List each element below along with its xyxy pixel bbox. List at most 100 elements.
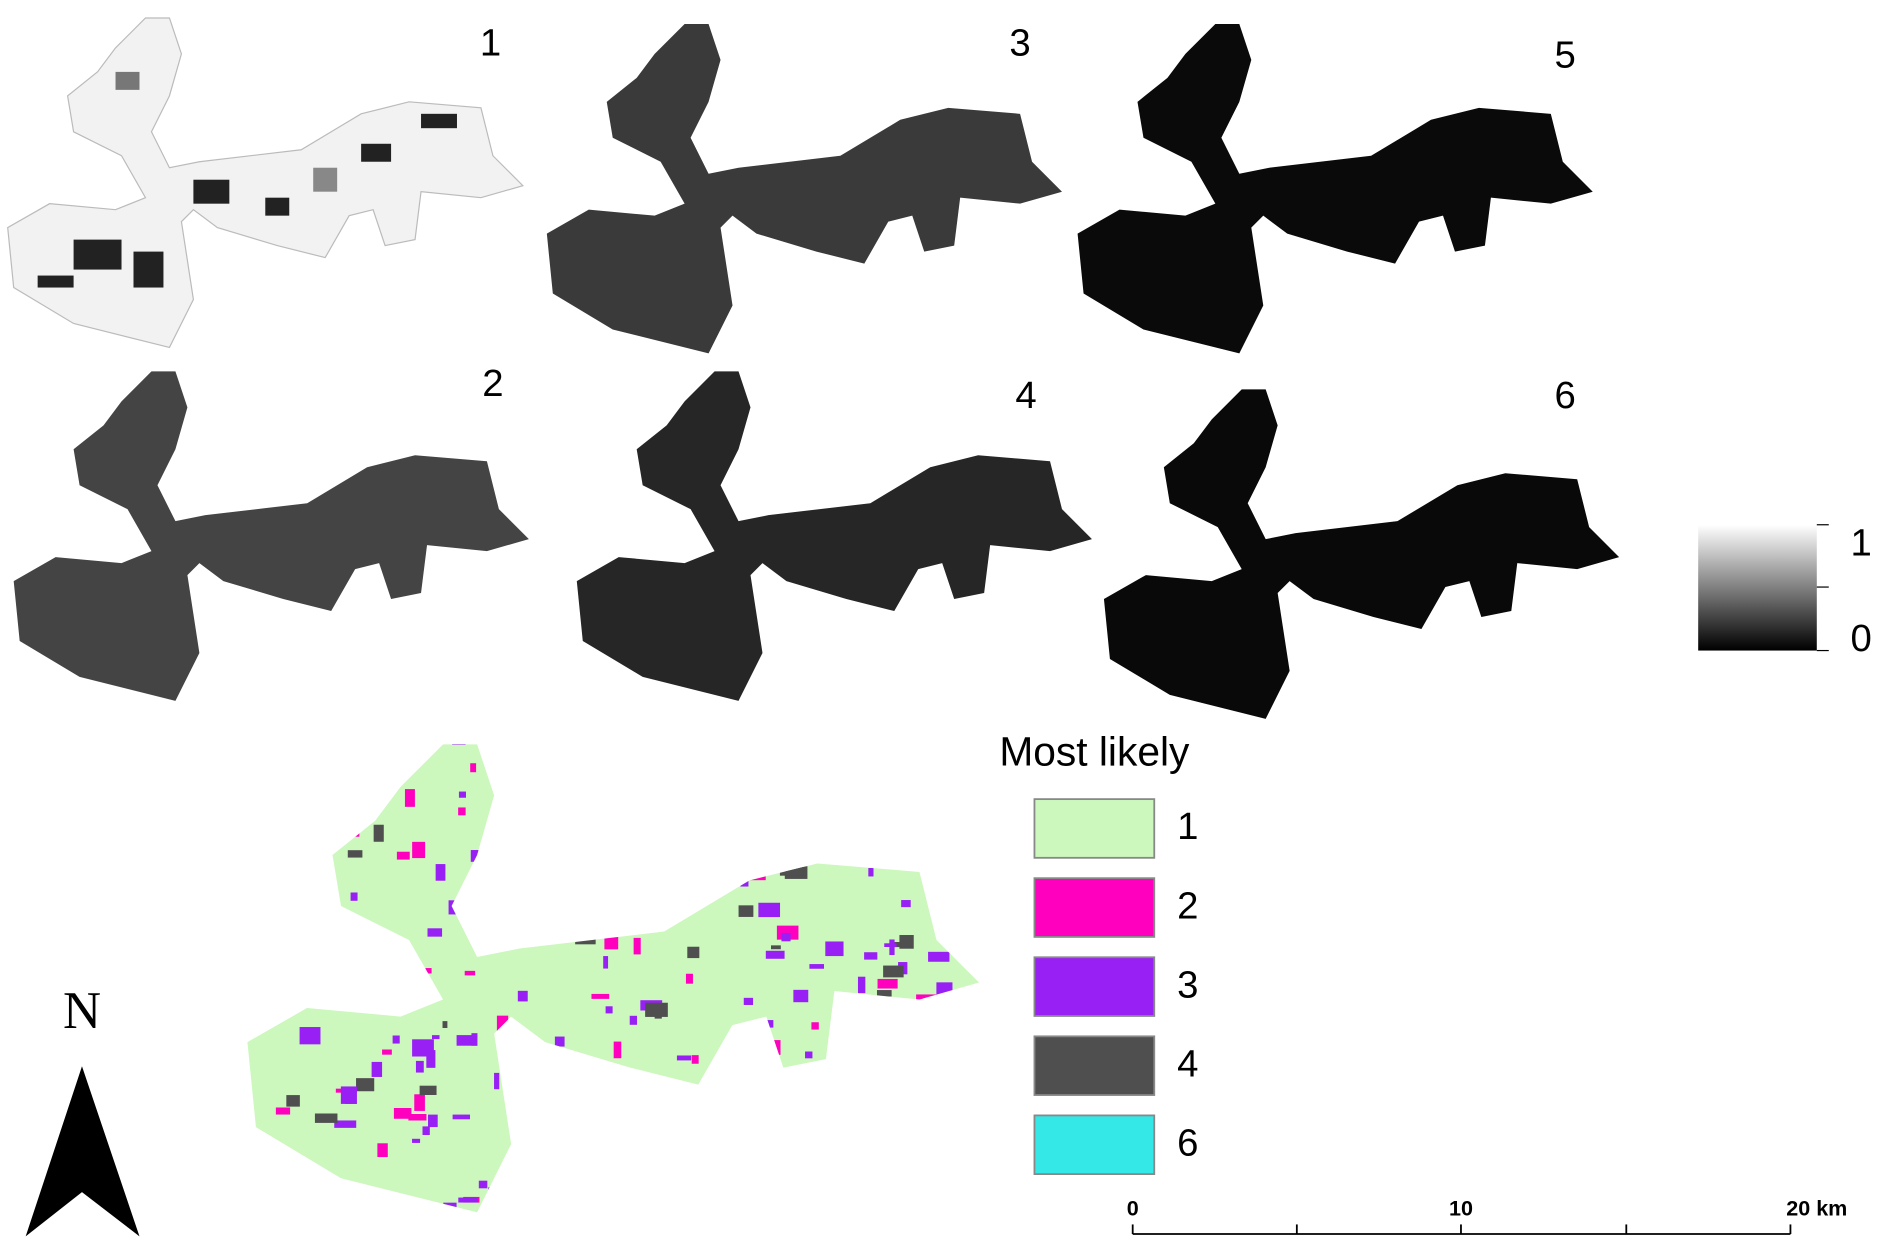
class-patch [471, 850, 486, 862]
class-patch [781, 933, 790, 941]
class-patch [315, 1113, 338, 1122]
class-patch [264, 746, 287, 753]
class-patch [339, 820, 359, 837]
class-patch [571, 1200, 579, 1210]
figure: 1 3 5 2 4 6 1 0 Most likely 12346 N 0 10… [0, 0, 1882, 1246]
class-patch [471, 1033, 477, 1046]
class-patch [831, 739, 851, 749]
class-patch [620, 1216, 625, 1226]
class-patch [416, 1061, 424, 1073]
class-patch [365, 804, 373, 812]
class-patch [591, 910, 604, 915]
class-patch [308, 754, 321, 767]
class-patch [606, 1006, 613, 1013]
legend-swatch [1034, 1115, 1154, 1174]
class-patch [871, 1100, 887, 1117]
class-patch [862, 1098, 880, 1110]
legend-swatch [1034, 878, 1154, 937]
class-patch [303, 760, 325, 778]
class-patch [372, 1062, 382, 1077]
class-patch [519, 1073, 532, 1082]
class-patch [599, 1132, 608, 1137]
class-patch [528, 1176, 546, 1192]
class-patch [457, 1035, 472, 1046]
class-patch [858, 977, 865, 993]
class-patch [470, 763, 476, 772]
class-patch [915, 1124, 921, 1134]
class-patch [356, 1078, 374, 1091]
class-patch [341, 789, 362, 804]
legend-label: 3 [1177, 963, 1198, 1006]
class-patch [977, 1054, 985, 1067]
class-patch [361, 777, 377, 785]
class-patch [327, 971, 345, 982]
legend-label: 4 [1177, 1042, 1198, 1085]
class-patch [901, 900, 911, 907]
class-patch [453, 1115, 470, 1120]
class-patch [319, 739, 327, 754]
class-patch [583, 1156, 590, 1167]
class-patch [263, 975, 276, 986]
class-patch [767, 737, 776, 742]
class-patch [322, 966, 335, 970]
class-patch [921, 999, 945, 1012]
panel-3 [547, 24, 1062, 353]
class-patch [577, 1094, 588, 1111]
class-patch [956, 782, 970, 798]
class-patch [497, 1016, 508, 1032]
class-patch [553, 787, 569, 800]
class-patch [864, 952, 877, 959]
class-patch [959, 1123, 982, 1130]
class-patch [319, 930, 328, 939]
class-patch [318, 954, 337, 959]
class-patch [265, 840, 287, 844]
class-patch [329, 824, 340, 828]
class-patch [735, 1182, 742, 1189]
class-patch [793, 990, 808, 1002]
class-patch [940, 805, 950, 812]
class-patch [679, 1107, 697, 1123]
class-patch [664, 822, 670, 828]
class-patch [975, 1097, 997, 1111]
panel-4 [577, 371, 1092, 700]
class-patch [752, 1039, 770, 1048]
class-patch [884, 943, 896, 947]
class-patch [494, 1073, 499, 1089]
class-patch [842, 1094, 864, 1111]
class-patch [414, 1000, 425, 1006]
class-patch [555, 1037, 565, 1047]
class-patch [603, 956, 608, 969]
class-patch [944, 1125, 957, 1130]
panel-label: 2 [482, 362, 503, 405]
class-patch [494, 782, 512, 788]
class-patch [426, 968, 432, 973]
class-patch [584, 741, 605, 758]
class-patch [352, 965, 369, 976]
class-patch [825, 941, 843, 956]
class-patch [532, 1100, 552, 1111]
scale-label: 10 [1449, 1196, 1473, 1221]
class-patch [806, 833, 817, 847]
class-patch [883, 966, 904, 978]
class-patch [609, 745, 625, 759]
class-patch [946, 893, 964, 905]
panel-6 [1104, 389, 1619, 718]
class-patch [591, 994, 609, 999]
class-patch [688, 745, 704, 751]
class-patch [372, 755, 395, 773]
class-patch [553, 884, 570, 895]
class-patch [506, 844, 516, 859]
class-patch [304, 936, 309, 948]
colorbar: 1 0 [1698, 521, 1872, 660]
class-patch [522, 804, 534, 811]
class-patch [716, 862, 728, 867]
class-patch [524, 775, 539, 782]
class-patch [880, 1127, 887, 1131]
class-patch [977, 955, 999, 967]
class-patch [793, 1096, 802, 1102]
class-patch [961, 1186, 982, 1200]
class-patch [951, 890, 964, 901]
class-patch [769, 1186, 783, 1191]
class-patch [257, 995, 278, 1011]
class-patch [307, 881, 320, 894]
